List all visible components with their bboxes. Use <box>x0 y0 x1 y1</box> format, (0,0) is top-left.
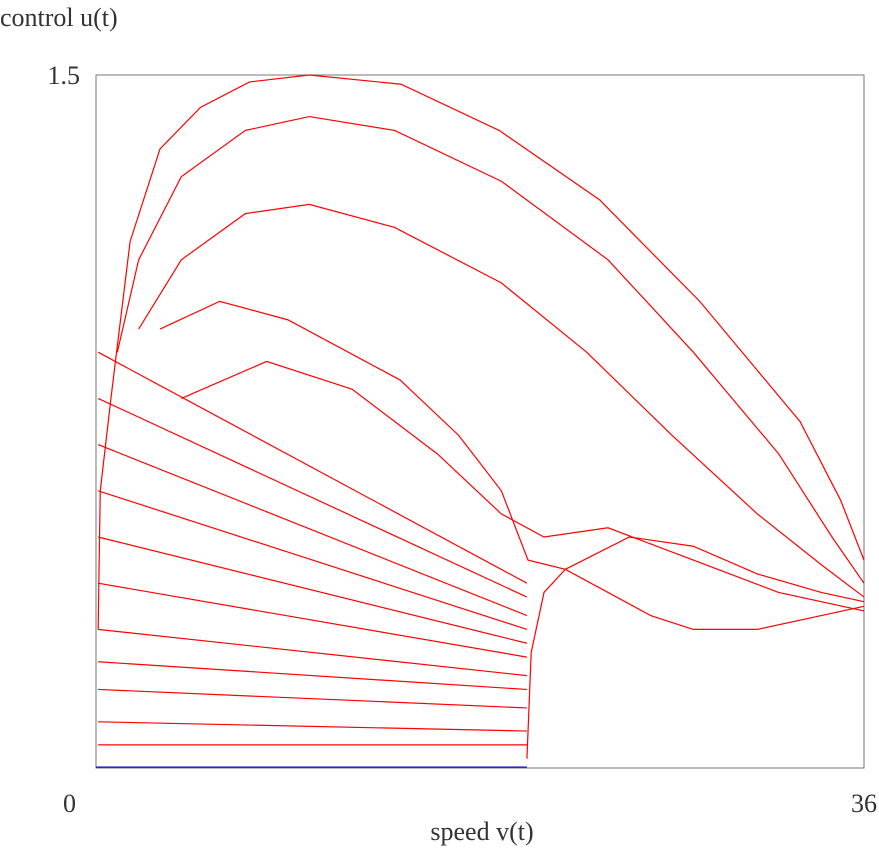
curve <box>526 568 865 759</box>
curve <box>98 688 527 709</box>
x-axis-label: speed v(t) <box>430 817 533 846</box>
curve <box>159 300 865 603</box>
y-tick-label: 1.5 <box>48 61 81 90</box>
y-axis-label: control u(t) <box>0 3 118 32</box>
plot-frame <box>95 74 865 769</box>
curve <box>97 74 865 630</box>
curve <box>181 360 865 612</box>
curve <box>97 397 528 598</box>
curve <box>98 628 527 677</box>
x-tick-label: 0 <box>63 789 76 818</box>
curve <box>97 444 528 617</box>
curve <box>98 661 527 691</box>
curve <box>98 721 527 732</box>
x-tick-label: 36 <box>851 789 877 818</box>
curve <box>97 490 528 630</box>
curve <box>97 351 528 584</box>
curve <box>138 203 865 598</box>
curve <box>116 115 865 584</box>
curve <box>97 536 528 644</box>
curve <box>98 582 528 658</box>
